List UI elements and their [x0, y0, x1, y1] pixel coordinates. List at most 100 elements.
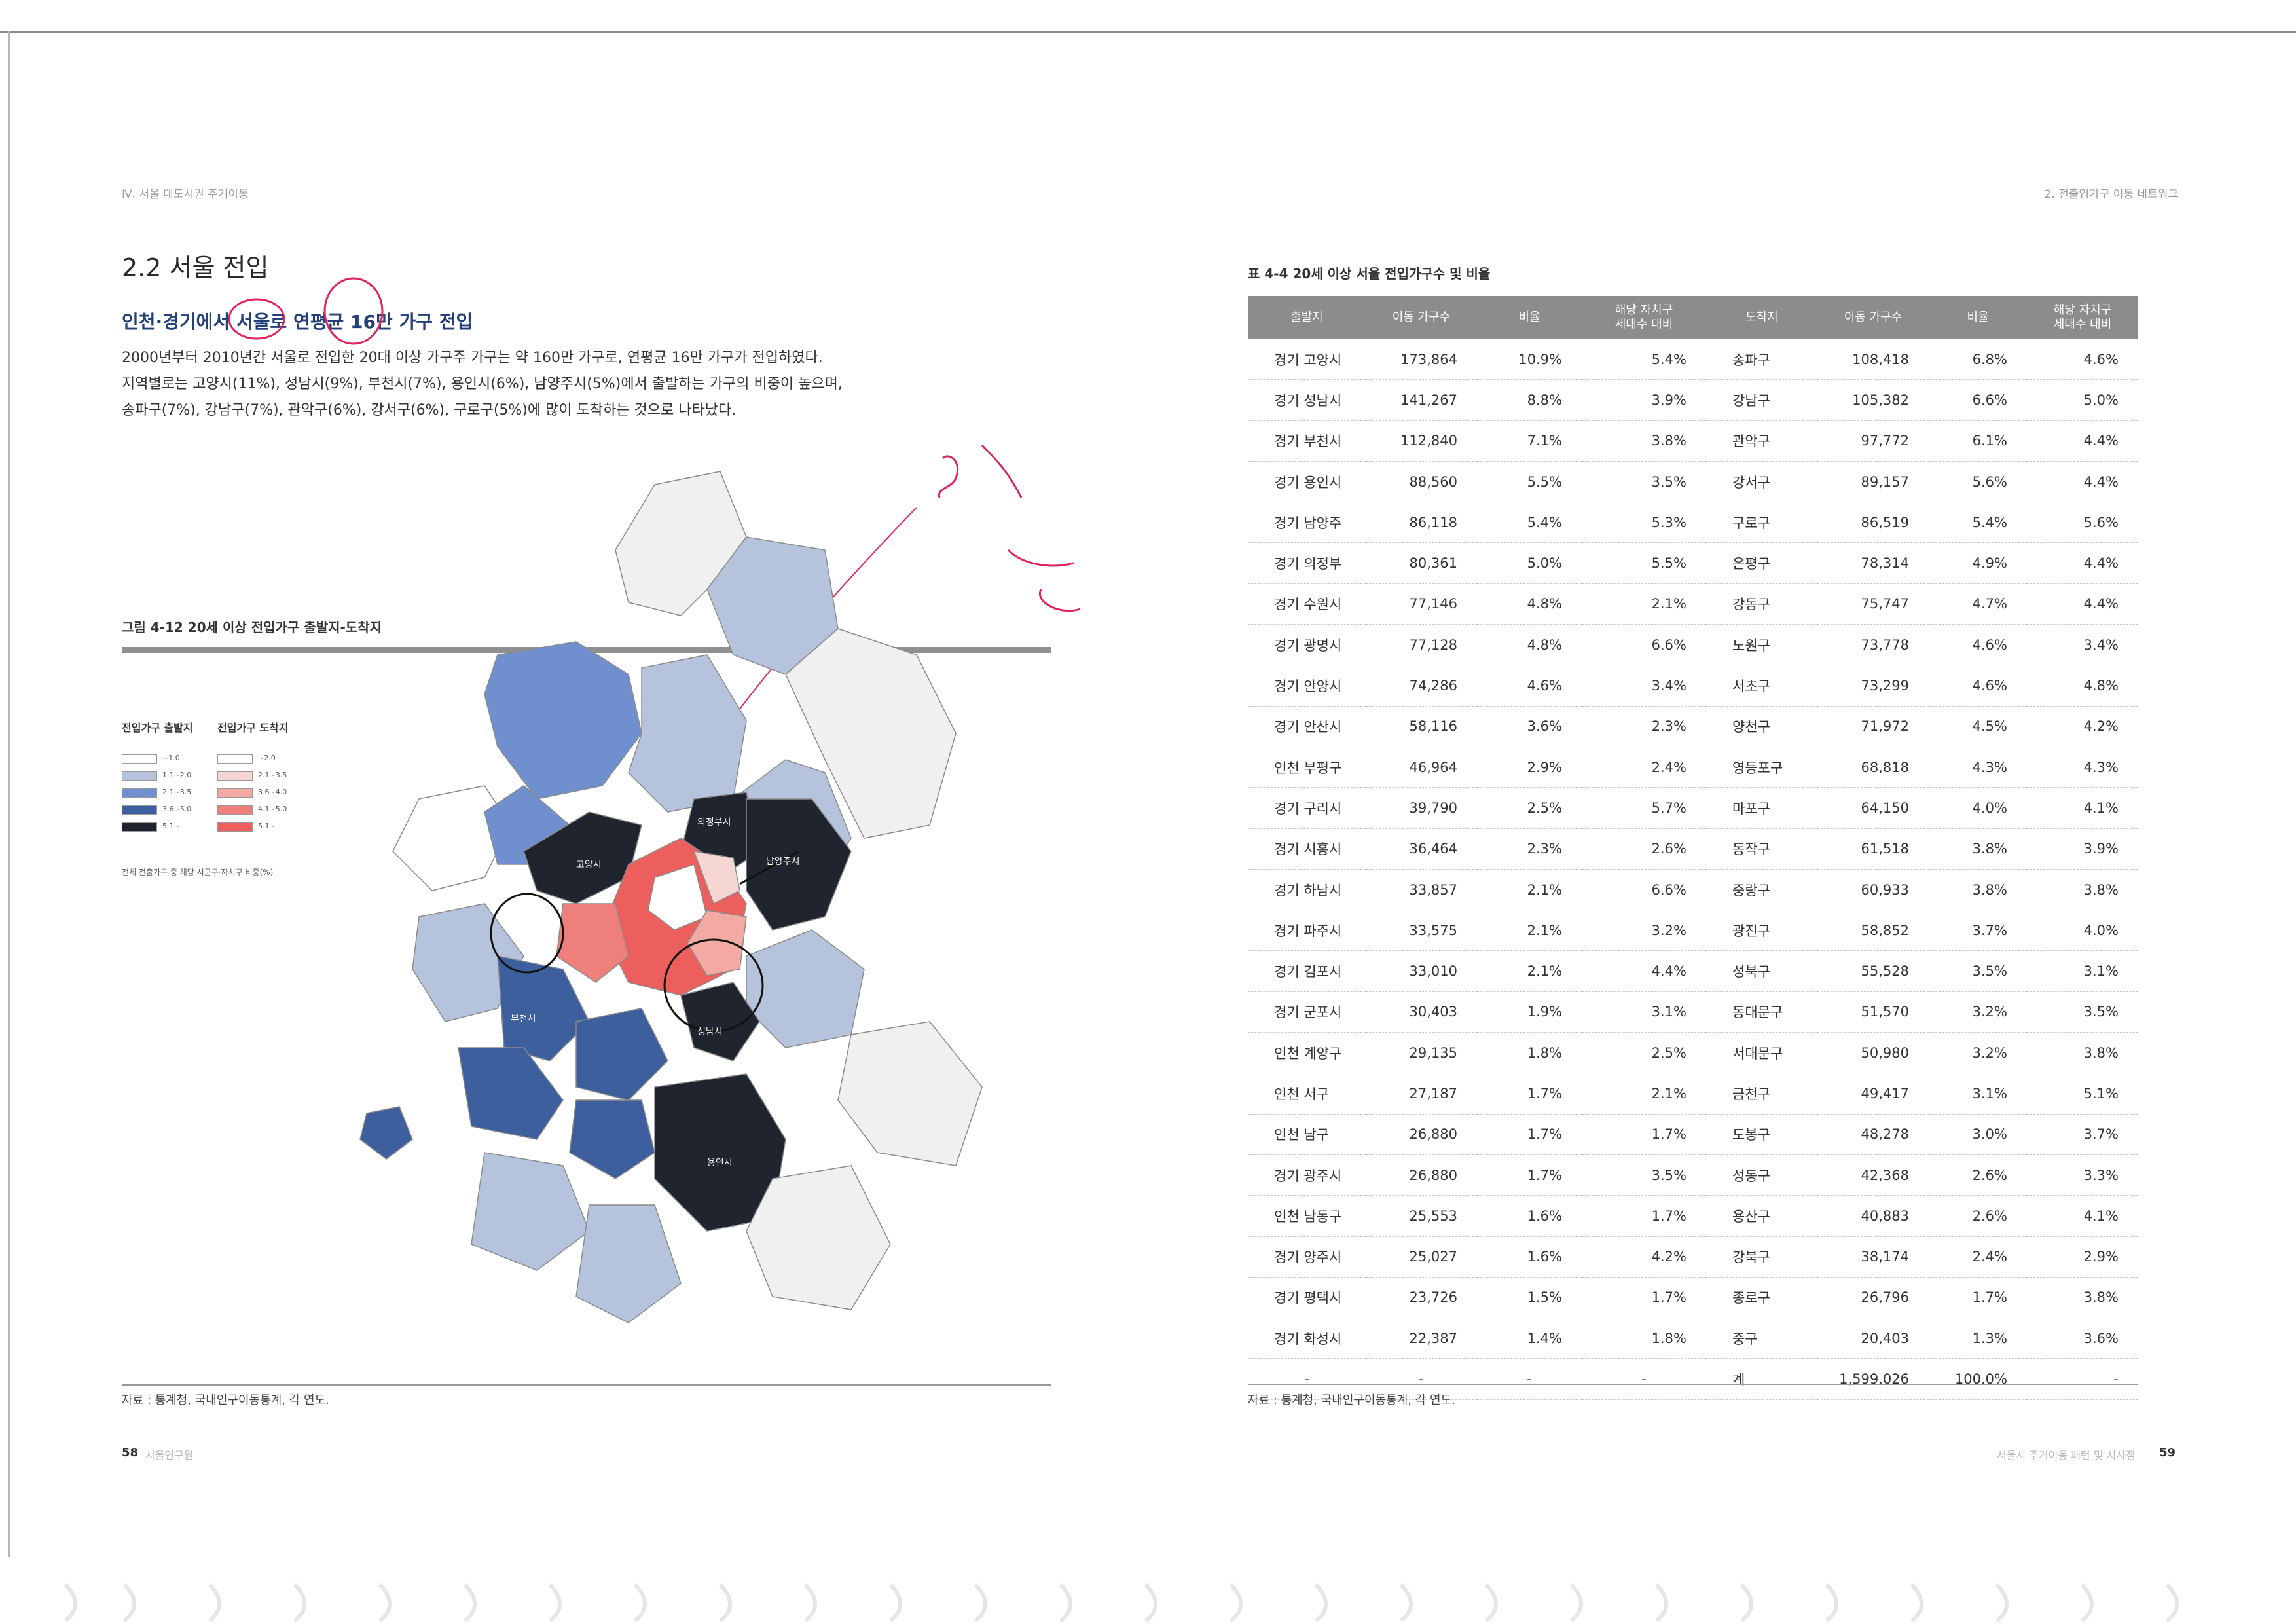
table-cell: 141,267 [1366, 379, 1477, 421]
table-cell: 55,528 [1817, 950, 1929, 992]
table-cell: 40,883 [1817, 1195, 1929, 1237]
table-row: 경기 수원시 77,146 4.8% 2.1% 강동구 75,747 4.7% 4.4% [1248, 583, 2138, 625]
table-cell: 금천구 [1706, 1073, 1817, 1115]
table-cell: 3.7% [1929, 910, 2027, 951]
table-cell: 구로구 [1706, 502, 1817, 544]
table-cell: 7.1% [1477, 420, 1582, 462]
table-cell: 6.8% [1929, 339, 2027, 380]
map-region-incheon [412, 903, 524, 1022]
table-cell: 3.4% [2027, 624, 2138, 666]
table-cell: - [1477, 1358, 1582, 1400]
table-cell: 1.8% [1582, 1318, 1706, 1359]
map-label-seongnam: 성남시 [697, 1027, 723, 1037]
table-cell: 39,790 [1366, 787, 1477, 829]
table-cell: 50,980 [1817, 1032, 1929, 1074]
origin-destination-map: 고양시 남양주시 의정부시 부천시 성남시 용인시 [359, 471, 983, 1323]
table-cell: 중랑구 [1706, 869, 1817, 911]
table-row: 경기 남양주 86,118 5.4% 5.3% 구로구 86,519 5.4% 5.6% [1248, 502, 2138, 544]
table-cell: 49,417 [1817, 1073, 1929, 1115]
body-line-2: 지역별로는 고양시(11%), 성남시(9%), 부천시(7%), 용인시(6%… [122, 376, 843, 392]
table-cell: 경기 안양시 [1248, 665, 1366, 707]
table-cell: 2.1% [1477, 910, 1582, 951]
left-border-line [8, 31, 10, 1557]
table-cell: 4.0% [1929, 787, 2027, 829]
table-cell: 26,880 [1366, 1114, 1477, 1155]
table-cell: 강북구 [1706, 1236, 1817, 1278]
table-title: 표 4-4 20세 이상 서울 전입가구수 및 비율 [1248, 266, 1491, 282]
page-footer-right: 서울시 주거이동 패턴 및 시사점 [1997, 1449, 2136, 1462]
table-cell: 경기 수원시 [1248, 583, 1366, 625]
table-cell: 경기 구리시 [1248, 787, 1366, 829]
table-cell: 경기 시흥시 [1248, 828, 1366, 870]
table-cell: 88,560 [1366, 461, 1477, 503]
table-cell: 3.8% [2027, 869, 2138, 911]
table-cell: 2.1% [1477, 869, 1582, 911]
table-cell: 강남구 [1706, 379, 1817, 421]
map-region-seoul-center [647, 864, 708, 931]
table-cell: 중구 [1706, 1318, 1817, 1359]
table-cell: 5.1% [2027, 1073, 2138, 1115]
table-row: 인천 남동구 25,553 1.6% 1.7% 용산구 40,883 2.6% 4.1% [1248, 1195, 2138, 1237]
table-cell: 80,361 [1366, 542, 1477, 584]
col-header-count: 이동 가구수 [1366, 296, 1477, 339]
table-row: 경기 의정부 80,361 5.0% 5.5% 은평구 78,314 4.9% 4.4% [1248, 542, 2138, 584]
table-cell: 1.7% [1477, 1154, 1582, 1196]
table-cell: 86,519 [1817, 502, 1929, 544]
table-cell: 58,116 [1366, 706, 1477, 747]
table-cell: - [1248, 1358, 1366, 1400]
table-cell: 1.3% [1929, 1318, 2027, 1359]
table-cell: - [1582, 1358, 1706, 1400]
table-cell: 경기 의정부 [1248, 542, 1366, 584]
table-cell: 5.4% [1477, 502, 1582, 544]
table-cell: 용산구 [1706, 1195, 1817, 1237]
table-cell: 74,286 [1366, 665, 1477, 707]
map-region-yangju [628, 654, 747, 813]
map-region-siheung [458, 1047, 564, 1140]
table-cell: 48,278 [1817, 1114, 1929, 1155]
table-cell: 2.4% [1929, 1236, 2027, 1278]
table-cell: 3.8% [1929, 828, 2027, 870]
table-cell: 38,174 [1817, 1236, 1929, 1278]
table-cell: 경기 군포시 [1248, 991, 1366, 1033]
table-cell: 20,403 [1817, 1318, 1929, 1359]
table-cell: 4.7% [1929, 583, 2027, 625]
col-header-destination: 도착지 [1706, 296, 1817, 339]
table-cell: 6.6% [1582, 869, 1706, 911]
table-row: 경기 시흥시 36,464 2.3% 2.6% 동작구 61,518 3.8% 3.9% [1248, 828, 2138, 870]
table-row: 경기 파주시 33,575 2.1% 3.2% 광진구 58,852 3.7% 4.0% [1248, 910, 2138, 951]
table-cell: 양천구 [1706, 706, 1817, 747]
running-header-right: 2. 전출입가구 이동 네트워크 [2044, 188, 2178, 201]
table-cell: 5.4% [1582, 339, 1706, 380]
map-region-paju [484, 641, 642, 800]
table-cell: 서대문구 [1706, 1032, 1817, 1074]
table-cell: 인천 부평구 [1248, 747, 1366, 788]
table-cell: 인천 서구 [1248, 1073, 1366, 1115]
table-row: 경기 하남시 33,857 2.1% 6.6% 중랑구 60,933 3.8% 3.8% [1248, 869, 2138, 911]
table-cell: 22,387 [1366, 1318, 1477, 1359]
table-cell: 경기 광주시 [1248, 1154, 1366, 1196]
table-row: 경기 고양시 173,864 10.9% 5.4% 송파구 108,418 6.8% 4.6% [1248, 339, 2138, 380]
map-region-suwon [569, 1099, 655, 1179]
table-cell: 경기 용인시 [1248, 461, 1366, 503]
table-cell: 97,772 [1817, 420, 1929, 462]
map-region-seoul-west [556, 903, 629, 983]
table-cell: 25,027 [1366, 1236, 1477, 1278]
table-row: 인천 서구 27,187 1.7% 2.1% 금천구 49,417 3.1% 5.1% [1248, 1073, 2138, 1115]
table-cell: 3.2% [1582, 910, 1706, 951]
table-cell: 강동구 [1706, 583, 1817, 625]
table-cell: 4.9% [1929, 542, 2027, 584]
map-region-icheon [746, 1165, 891, 1310]
map-legend: 전입가구 출발지 전입가구 도착지 ~1.0 1.1~2.0 2.1~3.5 3… [122, 719, 357, 889]
table-cell: 3.9% [1582, 379, 1706, 421]
table-cell: 3.8% [1929, 869, 2027, 911]
table-row: 경기 부천시 112,840 7.1% 3.8% 관악구 97,772 6.1% 4.4% [1248, 420, 2138, 462]
table-cell: 마포구 [1706, 787, 1817, 829]
table-cell: 영등포구 [1706, 747, 1817, 788]
table-cell: 3.2% [1929, 991, 2027, 1033]
table-cell: 3.7% [2027, 1114, 2138, 1155]
table-cell: 36,464 [1366, 828, 1477, 870]
table-cell: 경기 평택시 [1248, 1277, 1366, 1319]
running-header-left: Ⅳ. 서울 대도시권 주거이동 [122, 188, 249, 201]
table-cell: 경기 김포시 [1248, 950, 1366, 992]
table-cell: 1.9% [1477, 991, 1582, 1033]
